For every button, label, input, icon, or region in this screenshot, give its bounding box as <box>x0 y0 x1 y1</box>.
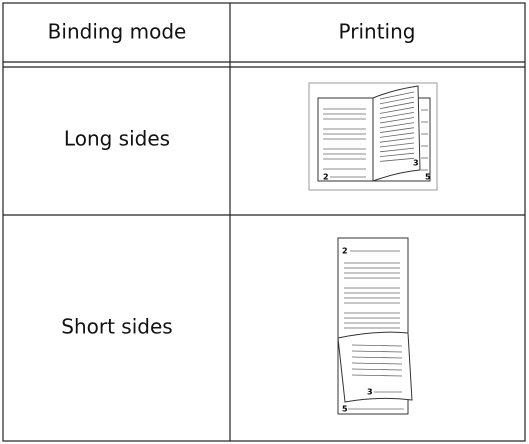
text-line <box>379 147 415 153</box>
text-line <box>379 142 415 148</box>
header-cell: Printing <box>339 20 416 44</box>
text-line <box>379 157 415 162</box>
text-line <box>379 96 415 105</box>
turning-page <box>337 331 413 403</box>
page-number: 3 <box>413 159 419 168</box>
turning-page <box>372 85 421 182</box>
text-line <box>351 344 403 347</box>
text-line <box>379 112 415 119</box>
text-line <box>379 132 415 138</box>
row-label: Long sides <box>64 127 170 151</box>
short-sides-illustration: 2 3 5 <box>337 237 413 415</box>
page <box>317 97 374 182</box>
text-line <box>379 152 415 157</box>
page-number: 2 <box>342 247 348 256</box>
text-line <box>351 356 403 359</box>
page-number: 5 <box>342 405 348 414</box>
header-cell: Binding mode <box>48 20 187 44</box>
text-line <box>379 137 415 143</box>
text-line <box>351 362 403 365</box>
long-sides-illustration: 2 3 5 <box>308 82 438 191</box>
text-line <box>379 127 415 133</box>
text-line <box>351 368 403 371</box>
row-label: Short sides <box>61 315 172 339</box>
page-number: 3 <box>367 388 373 397</box>
page-number: 2 <box>323 173 329 182</box>
text-line <box>379 91 415 100</box>
text-line <box>351 374 403 377</box>
text-line <box>351 350 403 353</box>
text-line <box>379 122 415 129</box>
page-number: 5 <box>425 173 431 182</box>
text-line <box>379 101 415 109</box>
text-line <box>379 106 415 114</box>
text-line <box>379 117 415 124</box>
